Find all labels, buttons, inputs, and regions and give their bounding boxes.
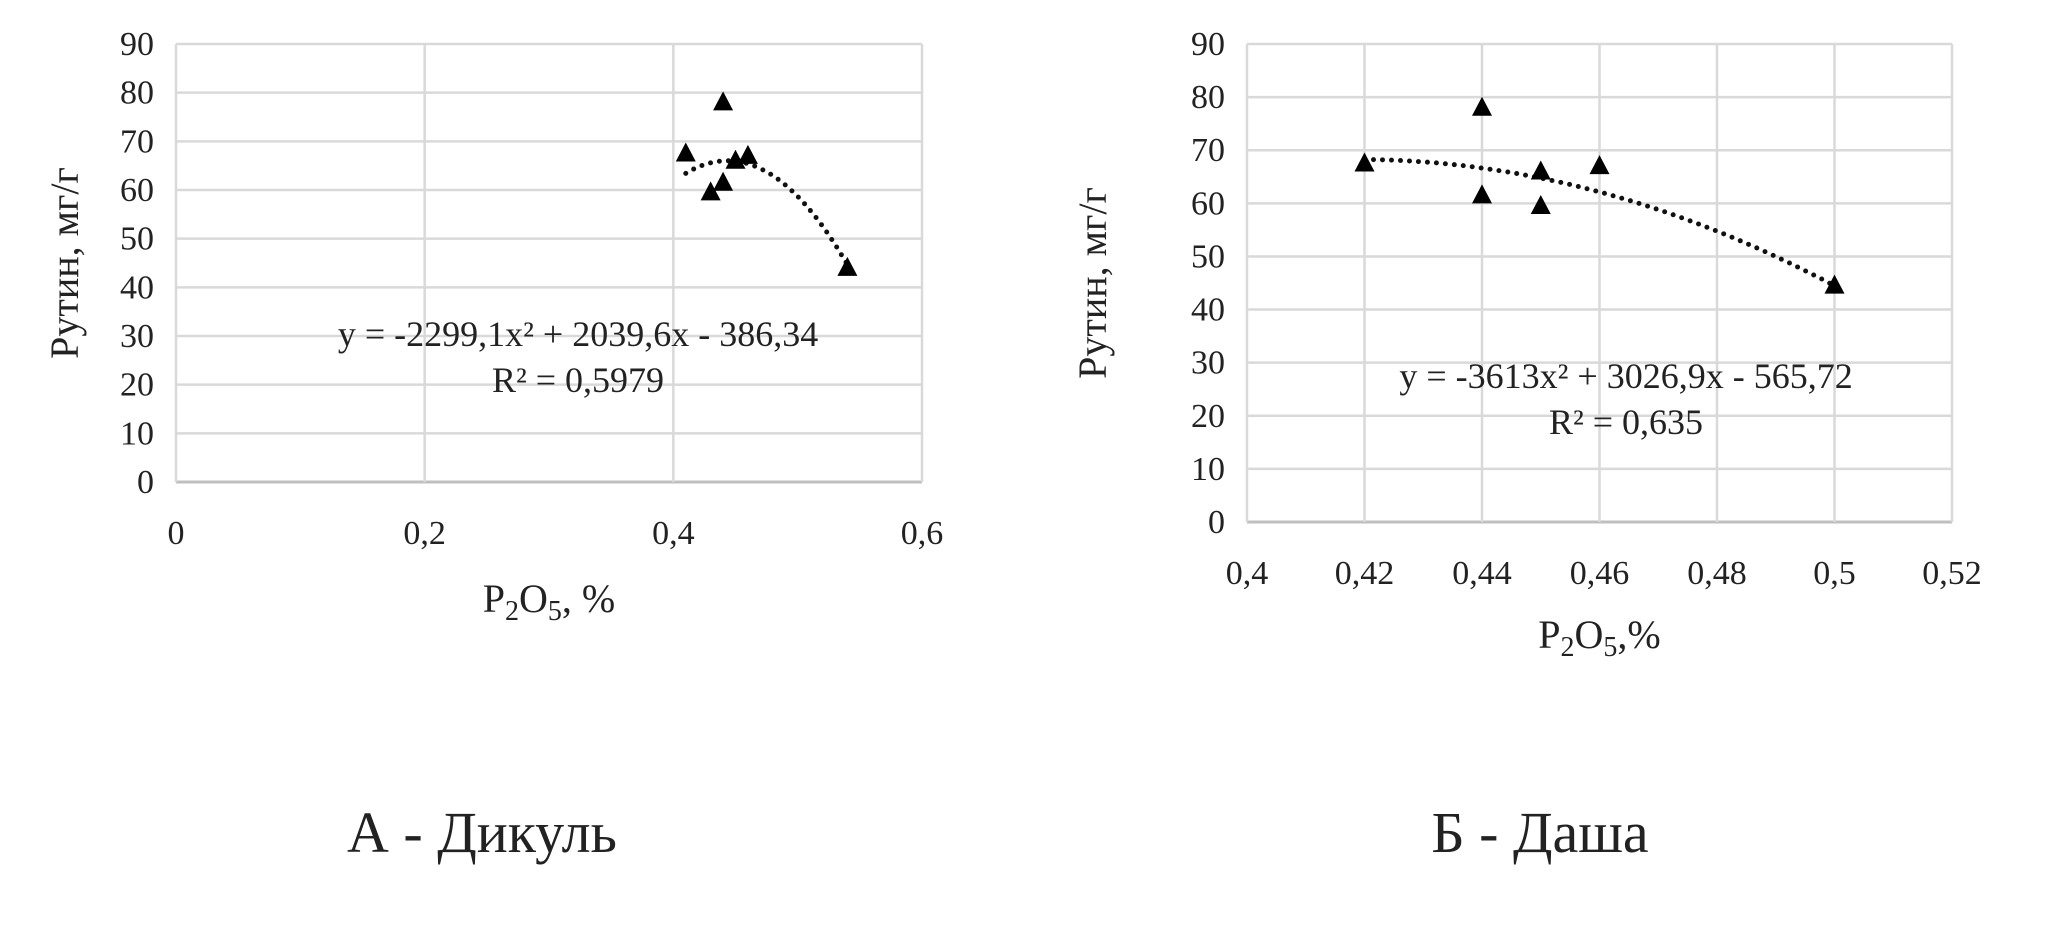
chart-b: 0 10 20 30 40 50 60 70 80 90 0,4 0,42 0,44 0,46 0,48 0,…: [1070, 26, 1982, 663]
data-point: [713, 91, 734, 111]
trend-equation: y = -2299,1x² + 2039,6x - 386,34: [338, 314, 818, 354]
data-point: [837, 256, 858, 276]
y-tick-label: 20: [120, 367, 154, 404]
x-axis-title-part: P: [483, 576, 505, 621]
x-axis-title: P2O5, %: [483, 576, 615, 627]
x-tick-label: 0,42: [1335, 555, 1395, 592]
r-squared: R² = 0,5979: [492, 360, 664, 400]
x-axis-title-part: 2: [505, 596, 519, 627]
x-axis-title-part: 5: [1603, 632, 1617, 663]
data-point: [725, 149, 746, 169]
x-axis-title-part: 5: [548, 596, 562, 627]
data-point: [700, 181, 721, 201]
caption-a: А - Дикуль: [346, 800, 618, 865]
data-point: [1472, 96, 1492, 116]
y-tick-label: 40: [120, 269, 154, 306]
y-tick-label: 60: [120, 172, 154, 209]
data-point: [1530, 160, 1551, 180]
y-tick-label: 10: [1191, 451, 1225, 488]
x-tick-label: 0,52: [1922, 555, 1982, 592]
data-point: [713, 171, 734, 191]
y-tick-label: 50: [1191, 238, 1225, 275]
data-point: [1589, 155, 1610, 175]
caption-b: Б - Даша: [1431, 800, 1649, 865]
trendline: [1362, 157, 1837, 289]
x-axis-title-part: O: [1575, 612, 1604, 657]
x-axis-title-part: , %: [562, 576, 615, 621]
data-point: [1530, 194, 1551, 214]
x-axis-title-part: O: [519, 576, 548, 621]
y-tick-label: 50: [120, 221, 154, 258]
y-tick-label: 80: [120, 75, 154, 112]
x-axis-title-part: 2: [1561, 632, 1575, 663]
x-tick-label: 0,46: [1570, 555, 1630, 592]
y-tick-label: 80: [1191, 79, 1225, 116]
y-tick-label: 0: [137, 464, 154, 501]
r-squared: R² = 0,635: [1549, 402, 1703, 442]
data-point: [1472, 184, 1492, 204]
y-tick-label: 90: [1191, 26, 1225, 63]
data-point: [675, 142, 696, 162]
y-tick-label: 20: [1191, 398, 1225, 435]
x-tick-label: 0,2: [403, 515, 446, 552]
y-tick-label: 70: [120, 123, 154, 160]
y-tick-label: 60: [1191, 185, 1225, 222]
x-tick-label: 0,48: [1687, 555, 1747, 592]
data-point: [1824, 274, 1845, 294]
y-tick-label: 30: [120, 318, 154, 355]
chart-a: 0 10 20 30 40 50 60 70 80 90 0 0,2 0,4 0,6 Рутин, мг/г…: [42, 26, 943, 627]
trendline: [683, 158, 850, 268]
y-tick-label: 40: [1191, 292, 1225, 329]
data-point: [737, 144, 758, 164]
y-tick-label: 30: [1191, 345, 1225, 382]
x-axis-title-part: P: [1538, 612, 1560, 657]
y-tick-label: 90: [120, 26, 154, 63]
x-tick-label: 0,5: [1813, 555, 1856, 592]
x-tick-label: 0,6: [901, 515, 944, 552]
y-axis-title: Рутин, мг/г: [1070, 187, 1115, 379]
data-point: [1354, 152, 1375, 172]
trend-equation: y = -3613x² + 3026,9x - 565,72: [1399, 356, 1852, 396]
y-tick-label: 70: [1191, 132, 1225, 169]
x-tick-label: 0,44: [1452, 555, 1512, 592]
x-axis-title: P2O5,%: [1538, 612, 1660, 663]
x-tick-label: 0,4: [652, 515, 695, 552]
x-tick-label: 0,4: [1226, 555, 1269, 592]
y-tick-label: 10: [120, 415, 154, 452]
y-tick-label: 0: [1208, 504, 1225, 541]
x-tick-label: 0: [168, 515, 185, 552]
y-axis-title: Рутин, мг/г: [42, 167, 87, 359]
x-axis-title-part: ,%: [1617, 612, 1660, 657]
